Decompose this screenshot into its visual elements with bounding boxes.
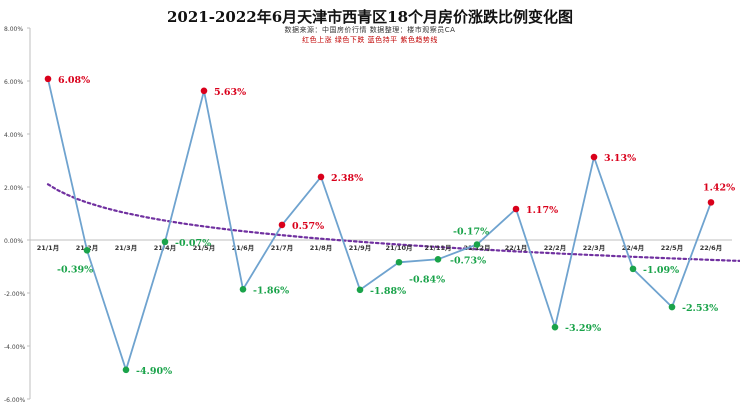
x-tick-label: 21/7月 — [271, 244, 293, 252]
x-tick-label: 22/3月 — [583, 244, 605, 252]
data-point — [161, 238, 169, 246]
data-label: -1.88% — [370, 286, 406, 297]
y-tick-label: 8.00% — [4, 26, 23, 33]
data-point — [551, 323, 559, 331]
data-point — [122, 366, 130, 374]
x-tick-label: 21/9月 — [349, 244, 371, 252]
data-point — [278, 221, 286, 229]
x-tick-label: 21/1月 — [37, 244, 59, 252]
legend-note: 红色上涨 绿色下跌 蓝色持平 紫色趋势线 — [302, 36, 438, 44]
y-tick-label: -2.00% — [4, 291, 26, 298]
y-tick-label: -4.00% — [4, 344, 26, 351]
x-tick-label: 21/8月 — [310, 244, 332, 252]
x-tick-label: 22/1月 — [505, 244, 527, 252]
data-point — [590, 153, 598, 161]
data-point — [512, 205, 520, 213]
data-point — [44, 75, 52, 83]
trend-line — [46, 183, 740, 262]
x-tick-label: 22/6月 — [700, 244, 722, 252]
series-line — [47, 78, 712, 373]
data-point — [629, 265, 637, 273]
x-tick-label: 21/12月 — [464, 244, 491, 252]
data-label: 3.13% — [604, 153, 636, 164]
data-label: -0.17% — [453, 227, 489, 238]
x-tick-label: 21/10月 — [386, 244, 413, 252]
data-point — [473, 241, 481, 248]
data-point — [395, 258, 403, 266]
x-tick-label: 21/3月 — [115, 244, 137, 252]
x-tick-label: 22/2月 — [544, 244, 566, 252]
data-label: -0.84% — [409, 274, 445, 285]
chart-subtitle: 数据来源：中国房价行情 数据整理：楼市观察员CA — [284, 26, 456, 34]
data-label: -1.86% — [253, 285, 289, 296]
data-label: -2.53% — [682, 303, 718, 314]
x-tick-label: 22/4月 — [622, 244, 644, 252]
data-label: 1.17% — [526, 205, 558, 216]
y-tick-label: 0.00% — [4, 238, 23, 245]
data-label: 2.38% — [331, 173, 363, 184]
data-point — [317, 173, 325, 181]
x-tick-label: 21/4月 — [154, 244, 176, 252]
data-point — [707, 199, 715, 206]
data-label: -0.07% — [175, 238, 211, 249]
data-label: -3.29% — [565, 323, 601, 334]
data-point — [668, 303, 676, 311]
data-label: 6.08% — [58, 75, 90, 86]
data-label: 5.63% — [214, 87, 246, 98]
data-point — [239, 285, 247, 293]
data-label: -4.90% — [136, 366, 172, 377]
x-tick-label: 21/6月 — [232, 244, 254, 252]
data-label: -0.73% — [450, 255, 486, 266]
y-tick-label: 2.00% — [4, 185, 23, 192]
x-tick-label: 21/11月 — [425, 244, 452, 252]
data-point — [83, 247, 91, 254]
y-tick-label: -6.00% — [4, 397, 26, 404]
data-point — [434, 256, 442, 263]
data-point — [200, 87, 208, 95]
data-label: 1.42% — [703, 182, 735, 193]
data-label: -0.39% — [57, 264, 93, 275]
data-point — [356, 286, 364, 294]
x-tick-label: 22/5月 — [661, 244, 683, 252]
y-tick-label: 4.00% — [4, 132, 23, 139]
y-tick-label: 6.00% — [4, 79, 23, 86]
data-label: 0.57% — [292, 221, 324, 232]
data-label: -1.09% — [643, 265, 679, 276]
chart-title: 2021-2022年6月天津市西青区18个月房价涨跌比例变化图 — [166, 8, 574, 26]
x-tick-label: 21/5月 — [193, 244, 215, 252]
